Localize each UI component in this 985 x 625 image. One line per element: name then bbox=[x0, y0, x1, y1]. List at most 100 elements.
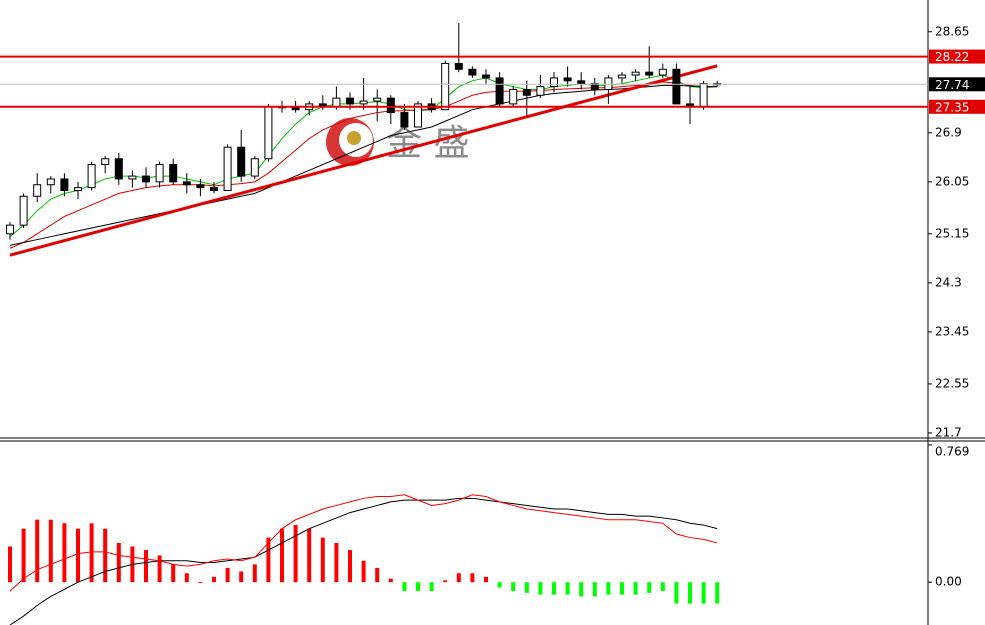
candle-body bbox=[237, 146, 246, 177]
histogram-bar bbox=[429, 582, 434, 592]
candle-body bbox=[332, 97, 341, 108]
histogram-bar bbox=[497, 582, 502, 588]
level-label-box bbox=[929, 49, 985, 64]
candle-body bbox=[590, 83, 599, 90]
histogram-bar bbox=[660, 582, 665, 592]
candle-body bbox=[196, 184, 205, 189]
histogram-bar bbox=[35, 519, 40, 583]
histogram-bar bbox=[388, 578, 393, 583]
trendline bbox=[9, 64, 718, 257]
level-label-box bbox=[929, 99, 985, 114]
histogram-bar bbox=[198, 582, 203, 584]
level-label: 28.22 bbox=[935, 50, 969, 64]
line-series bbox=[9, 494, 718, 592]
histogram-bar bbox=[606, 582, 611, 595]
candle-body bbox=[550, 77, 558, 88]
candle-body bbox=[699, 83, 708, 108]
candle-body bbox=[6, 224, 14, 235]
candle-body bbox=[536, 86, 545, 96]
candle-body bbox=[87, 164, 96, 189]
histogram-bar bbox=[565, 582, 570, 595]
histogram-bar bbox=[320, 537, 325, 583]
histogram-bar bbox=[511, 582, 516, 592]
candle-body bbox=[19, 195, 28, 226]
y-tick-label: 26.9 bbox=[935, 125, 962, 139]
candle-body bbox=[618, 74, 626, 79]
histogram-bar bbox=[633, 582, 638, 595]
histogram-bar bbox=[48, 519, 53, 583]
histogram-bar bbox=[688, 582, 692, 604]
candle-body bbox=[631, 71, 640, 76]
candle-body bbox=[346, 97, 354, 105]
y-tick-label: 21.7 bbox=[935, 425, 962, 439]
candle-body bbox=[672, 68, 681, 105]
y-tick-label: 23.45 bbox=[935, 324, 969, 338]
level-label: 27.74 bbox=[935, 78, 969, 92]
histogram-bar bbox=[62, 523, 67, 583]
candle-body bbox=[210, 187, 218, 192]
candle-body bbox=[645, 71, 654, 76]
histogram-bar bbox=[89, 523, 94, 583]
histogram-bar bbox=[620, 582, 624, 595]
histogram-bar bbox=[579, 582, 584, 597]
histogram-bar bbox=[647, 582, 652, 593]
watermark-logo bbox=[347, 131, 361, 145]
candle-body bbox=[359, 100, 368, 105]
histogram-bar bbox=[252, 564, 257, 583]
line-series bbox=[9, 84, 718, 246]
histogram-bar bbox=[361, 560, 366, 583]
histogram-bar bbox=[144, 550, 148, 583]
candle-body bbox=[101, 158, 110, 166]
histogram-bar bbox=[76, 528, 80, 583]
histogram-bar bbox=[293, 525, 298, 583]
histogram-bar bbox=[307, 528, 312, 583]
histogram-bar bbox=[8, 546, 12, 583]
candle-body bbox=[509, 88, 518, 105]
candle-body bbox=[142, 175, 150, 183]
y-tick-label: 26.05 bbox=[935, 174, 969, 188]
histogram-bar bbox=[715, 582, 720, 604]
histogram-bar bbox=[416, 582, 420, 592]
histogram-bar bbox=[225, 567, 230, 583]
histogram-bar bbox=[538, 582, 543, 595]
histogram-bar bbox=[456, 573, 461, 583]
candle-body bbox=[169, 164, 178, 183]
histogram-bar bbox=[348, 550, 352, 583]
candle-body bbox=[182, 181, 191, 186]
candle-body bbox=[522, 88, 531, 96]
line-series bbox=[9, 81, 718, 249]
histogram-bar bbox=[334, 542, 339, 583]
candle-body bbox=[414, 103, 422, 128]
candle-body bbox=[250, 158, 259, 177]
histogram-bar bbox=[375, 567, 380, 583]
histogram-bar bbox=[184, 573, 189, 583]
level-label: 27.35 bbox=[935, 100, 969, 114]
candle-body bbox=[441, 63, 450, 111]
histogram-bar bbox=[470, 573, 475, 583]
histogram-bar bbox=[524, 582, 529, 593]
histogram-bar bbox=[552, 582, 556, 595]
histogram-bar bbox=[157, 555, 162, 583]
y-tick-label: 28.65 bbox=[935, 24, 969, 38]
candle-body bbox=[400, 112, 409, 128]
watermark: 金 盛 bbox=[326, 118, 469, 166]
histogram-bar bbox=[443, 580, 448, 583]
histogram-bar bbox=[116, 542, 121, 583]
histogram-bar bbox=[212, 576, 216, 583]
candle-body bbox=[74, 187, 82, 192]
candle-body bbox=[563, 77, 572, 82]
candle-body bbox=[33, 184, 42, 197]
candle-body bbox=[373, 97, 382, 102]
histogram-bar bbox=[701, 582, 706, 604]
candle-body bbox=[495, 77, 504, 105]
histogram-bar bbox=[484, 576, 488, 583]
candle-body bbox=[386, 97, 395, 114]
candle-body bbox=[46, 178, 55, 186]
candle-body bbox=[468, 68, 477, 76]
candle-body bbox=[114, 158, 123, 180]
histogram-bar bbox=[266, 537, 271, 583]
candle-body bbox=[223, 146, 232, 192]
y-tick-label: 0.769 bbox=[935, 445, 969, 459]
candle-body bbox=[577, 80, 586, 85]
